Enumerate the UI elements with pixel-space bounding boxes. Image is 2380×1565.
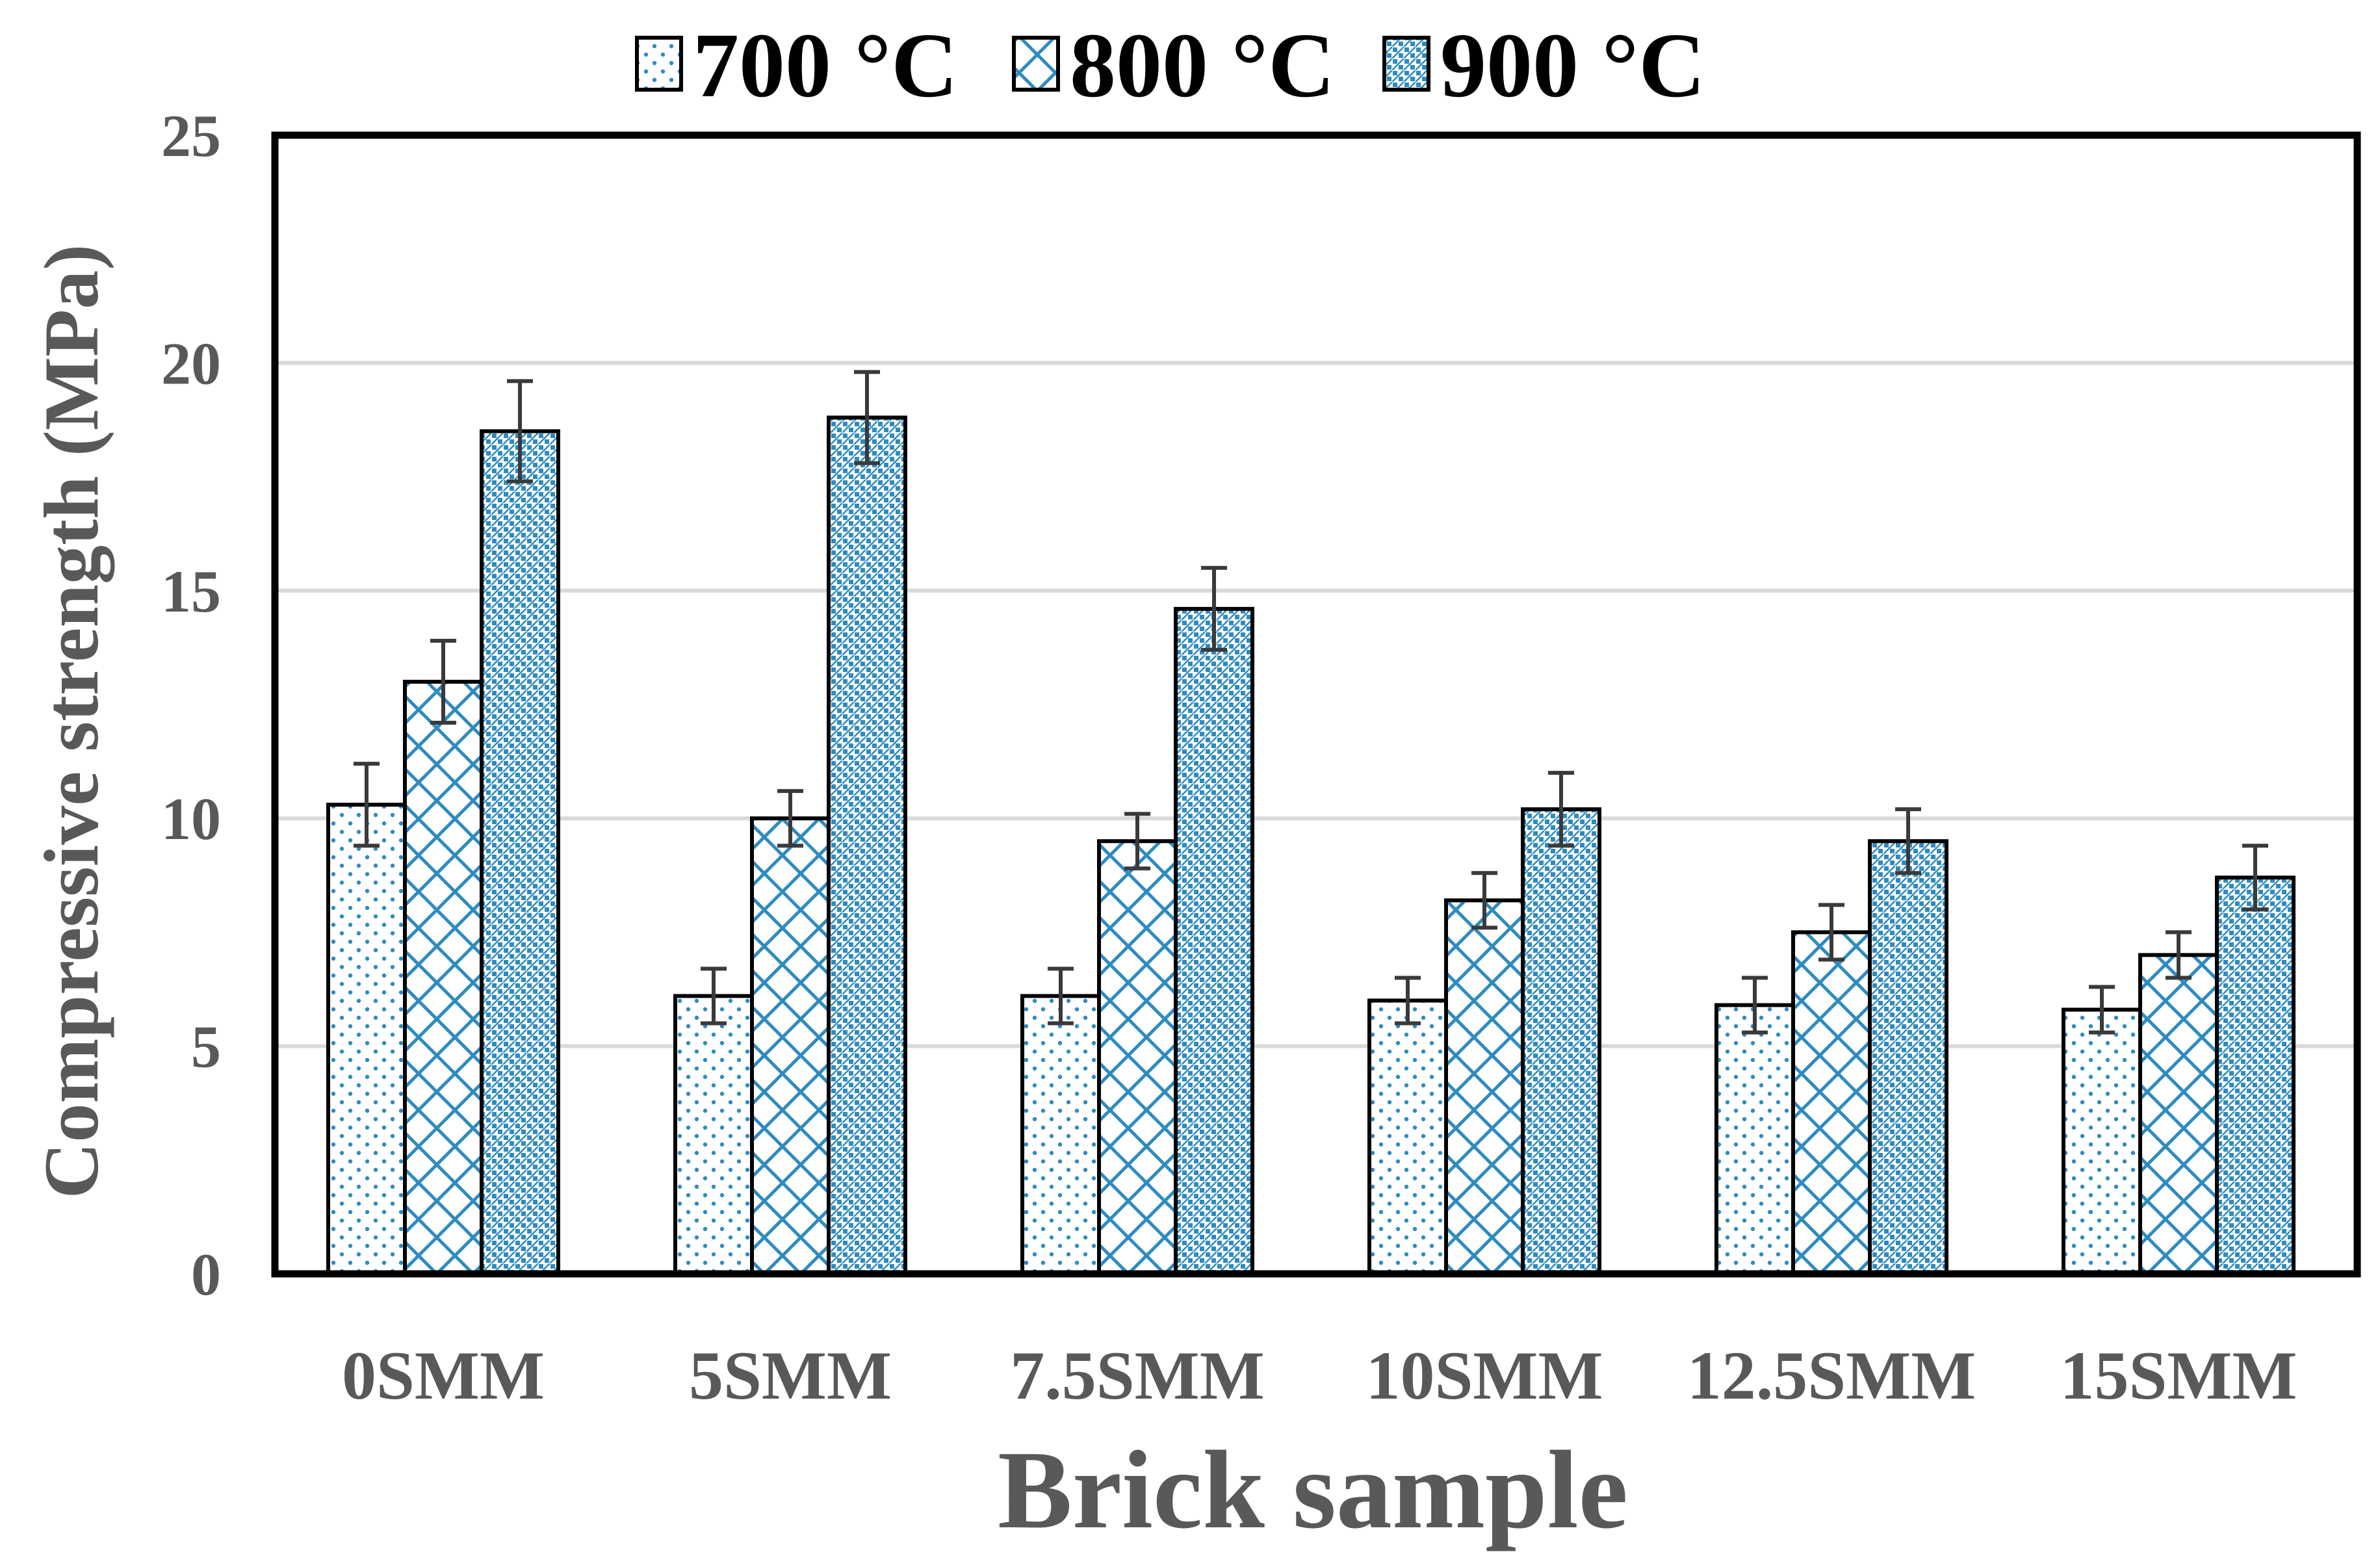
y-tick-label: 5: [191, 1014, 221, 1080]
error-bar: [1818, 903, 1844, 962]
legend-item: 900 °C: [1382, 14, 1705, 116]
error-bar: [1471, 871, 1497, 930]
error-bar: [1201, 565, 1227, 652]
error-bars: [354, 370, 2268, 1035]
error-bar: [1124, 812, 1150, 871]
error-bar: [1048, 966, 1074, 1026]
error-bar: [777, 789, 803, 848]
error-bar: [1742, 976, 1768, 1035]
y-tick-labels: 0 5 10 15 20 25: [161, 103, 221, 1308]
legend-label: 700 °C: [693, 14, 958, 116]
error-bar: [1548, 771, 1574, 848]
legend-item: 800 °C: [1012, 14, 1335, 116]
x-category-label: 12.5SMM: [1687, 1338, 1976, 1414]
y-tick-label: 0: [191, 1241, 221, 1308]
bar-0SMM-900C: [480, 429, 560, 1276]
error-bar: [2242, 844, 2268, 912]
bar-5SMM-700C: [673, 994, 754, 1276]
y-tick-label: 20: [161, 330, 221, 396]
bar-15SMM-900C: [2215, 875, 2296, 1276]
legend-label: 800 °C: [1070, 14, 1335, 116]
legend-label: 900 °C: [1440, 14, 1705, 116]
bar-7.5SMM-800C: [1097, 839, 1178, 1276]
legend: 700 °C 800 °C 900 °C: [635, 14, 1705, 116]
legend-swatch: [1012, 36, 1060, 92]
bar-0SMM-800C: [403, 679, 484, 1276]
legend-swatch: [1382, 36, 1430, 92]
bar-5SMM-800C: [750, 816, 831, 1276]
x-category-label: 0SMM: [342, 1338, 545, 1414]
error-bar: [854, 370, 880, 465]
x-category-label: 15SMM: [2060, 1338, 2297, 1414]
x-category-label: 5SMM: [689, 1338, 892, 1414]
bar-10SMM-900C: [1521, 807, 1601, 1276]
x-category-labels: 0SMM 5SMM 7.5SMM 10SMM 12.5SMM 15SMM: [342, 1338, 2297, 1414]
bar-12.5SMM-900C: [1868, 839, 1948, 1276]
bar-15SMM-700C: [2062, 1007, 2142, 1276]
error-bar: [2089, 985, 2115, 1035]
bar-5SMM-900C: [827, 415, 907, 1276]
error-bar: [2166, 930, 2192, 980]
x-axis-title: Brick sample: [998, 1429, 1628, 1552]
bar-10SMM-800C: [1444, 898, 1525, 1276]
plot-frame: [271, 131, 2361, 1278]
error-bar: [1395, 976, 1421, 1026]
error-bar: [354, 762, 380, 848]
bar-15SMM-800C: [2138, 953, 2219, 1276]
bar-12.5SMM-800C: [1791, 930, 1872, 1276]
bar-7.5SMM-900C: [1174, 606, 1254, 1276]
error-bar: [701, 966, 727, 1026]
y-tick-label: 10: [161, 786, 221, 852]
y-tick-label: 15: [161, 558, 221, 625]
gridlines: [275, 361, 2357, 1048]
y-tick-label: 25: [161, 103, 221, 169]
legend-swatch: [635, 36, 683, 92]
legend-item: 700 °C: [635, 14, 958, 116]
y-axis-title: Compressive strength (MPa): [28, 244, 115, 1199]
bar-7.5SMM-700C: [1020, 994, 1101, 1276]
error-bar: [507, 379, 533, 484]
x-category-label: 7.5SMM: [1010, 1338, 1265, 1414]
bar-0SMM-700C: [326, 803, 407, 1276]
bars: [326, 415, 2296, 1276]
bar-10SMM-700C: [1367, 998, 1448, 1276]
x-category-label: 10SMM: [1365, 1338, 1603, 1414]
error-bar: [1895, 807, 1921, 875]
bar-12.5SMM-700C: [1714, 1003, 1795, 1276]
error-bar: [430, 638, 456, 725]
